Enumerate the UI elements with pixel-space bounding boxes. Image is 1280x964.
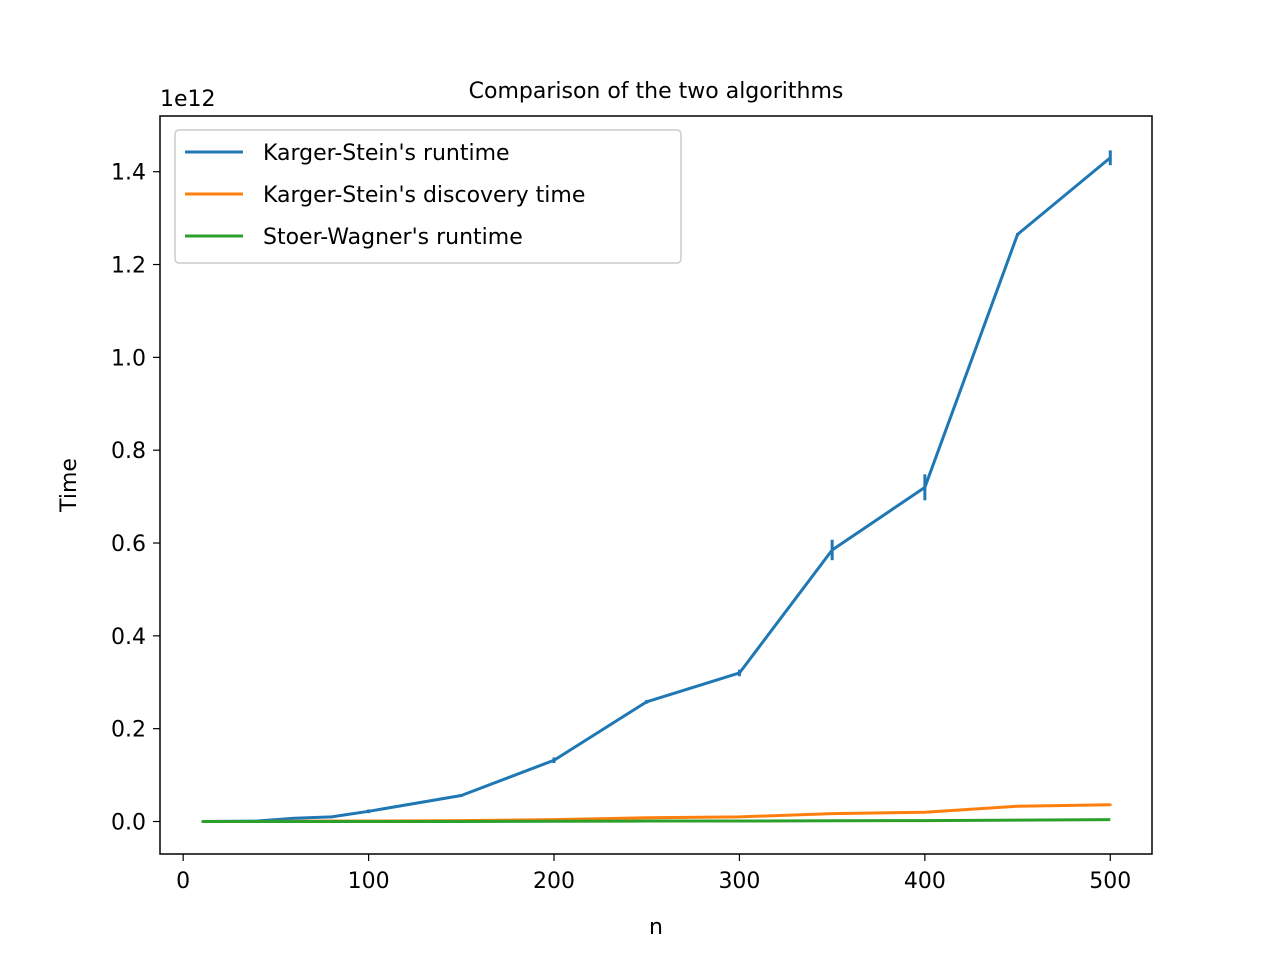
y-tick-label: 1.2 (111, 254, 146, 279)
y-tick-label: 0.6 (111, 532, 146, 557)
legend-label: Karger-Stein's runtime (263, 141, 510, 166)
y-offset-label: 1e12 (160, 87, 216, 112)
y-tick-label: 1.0 (111, 346, 146, 371)
chart-title: Comparison of the two algorithms (469, 79, 844, 104)
y-tick-label: 0.4 (111, 625, 146, 650)
legend-label: Karger-Stein's discovery time (263, 183, 585, 208)
x-axis-label: n (649, 915, 663, 940)
y-tick-label: 0.0 (111, 811, 146, 836)
y-axis-ticks: 0.0 0.2 0.4 0.6 0.8 1.0 1.2 1.4 (111, 161, 160, 836)
y-axis-label: Time (57, 458, 82, 513)
y-tick-label: 1.4 (111, 161, 146, 186)
legend-box (174, 129, 682, 264)
y-tick-label: 0.8 (111, 439, 146, 464)
series-group (201, 150, 1112, 824)
x-tick-label: 300 (718, 869, 760, 894)
series-3 (201, 818, 1111, 824)
legend-label: Stoer-Wagner's runtime (263, 225, 523, 250)
plot-frame (159, 115, 1153, 855)
x-axis-ticks: 0 100 200 300 400 500 (176, 854, 1131, 894)
series-1 (201, 150, 1112, 824)
y-tick-label: 0.2 (111, 718, 146, 743)
x-tick-label: 500 (1089, 869, 1131, 894)
series-line (201, 818, 1111, 824)
legend: Karger-Stein's runtime Karger-Stein's dis… (174, 129, 682, 264)
x-tick-label: 200 (533, 869, 575, 894)
x-tick-label: 100 (348, 869, 390, 894)
x-tick-label: 0 (176, 869, 190, 894)
x-tick-label: 400 (904, 869, 946, 894)
